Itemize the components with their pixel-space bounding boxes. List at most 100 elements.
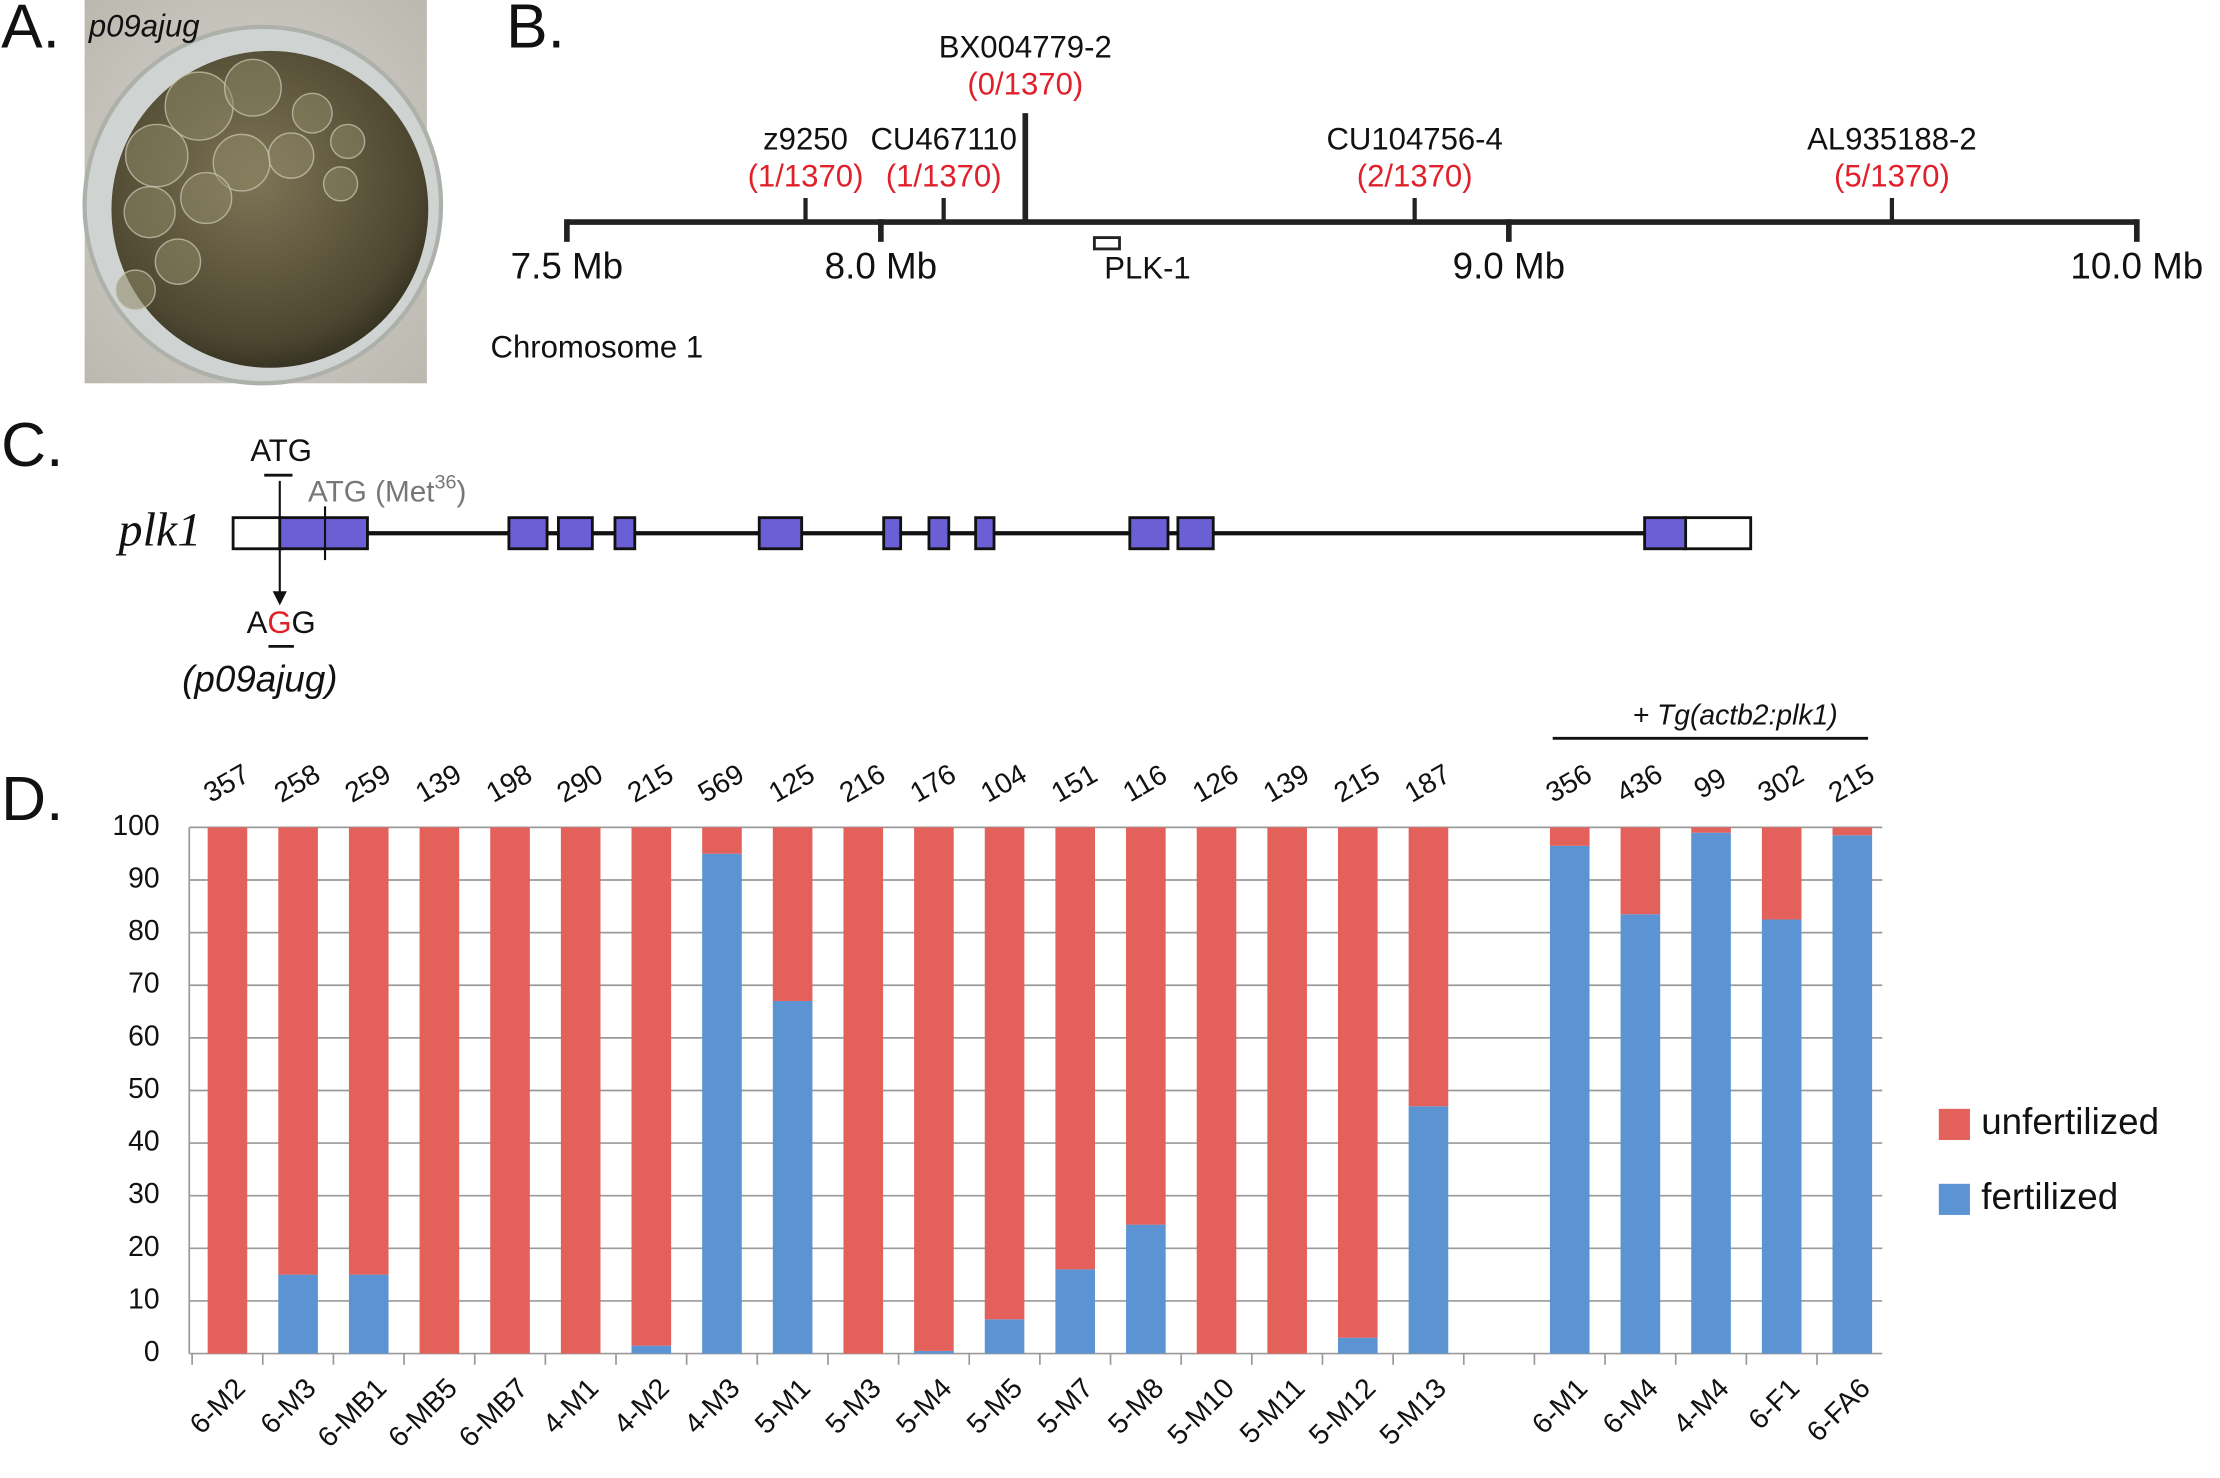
axis-tick-label: 7.5 Mb <box>511 245 623 286</box>
axis-tick-label: 10.0 Mb <box>2070 245 2203 286</box>
y-tick-label: 70 <box>128 967 159 999</box>
sample-size: 259 <box>339 757 396 808</box>
gene-label: PLK-1 <box>1104 250 1190 285</box>
sample-size: 357 <box>198 757 255 808</box>
sample-size: 302 <box>1752 757 1809 808</box>
y-tick-label: 30 <box>128 1177 159 1209</box>
bar-segment <box>1620 827 1661 915</box>
bar-segment <box>984 827 1025 1320</box>
bar-segment <box>1126 1224 1166 1354</box>
y-tick-label: 100 <box>112 809 159 841</box>
sample-size: 258 <box>268 757 325 808</box>
x-tick-label: 6-M1 <box>1525 1372 1593 1440</box>
x-tick-label: 5-M4 <box>889 1372 957 1440</box>
sample-size: 139 <box>1257 757 1314 808</box>
gene-model: plk1 ATG ATG (Met36) AGG (p09ajug) <box>116 433 1753 699</box>
sample-size: 126 <box>1187 757 1244 808</box>
legend-label: fertilized <box>1981 1176 2118 1217</box>
x-tick-label: 4-M2 <box>607 1372 675 1440</box>
bar-segment <box>914 827 954 1351</box>
photo: p09ajug <box>82 0 444 386</box>
marker-count: (2/1370) <box>1357 158 1473 193</box>
panel-label: B. <box>506 0 565 62</box>
sample-size: 215 <box>1328 757 1385 808</box>
marker-count: (5/1370) <box>1834 158 1950 193</box>
bar-segment <box>1832 827 1873 836</box>
x-tick-label: 5-M8 <box>1101 1372 1169 1440</box>
x-tick-label: 4-M3 <box>677 1372 745 1440</box>
cells <box>115 58 366 311</box>
alt-start-close: ) <box>457 475 467 508</box>
bar-segment <box>348 1274 389 1354</box>
bar-segment <box>490 827 530 1354</box>
x-tick-label: 6-FA6 <box>1800 1372 1876 1448</box>
gene-box <box>1092 236 1121 251</box>
y-tick-label: 50 <box>128 1072 159 1104</box>
y-tick-label: 80 <box>128 914 159 946</box>
bar-segment <box>984 1319 1025 1354</box>
sample-size: 176 <box>904 757 961 808</box>
bar-segment <box>772 1001 813 1354</box>
bar-segment <box>278 1274 318 1354</box>
exons <box>278 516 1688 551</box>
legend-swatch <box>1938 1183 1970 1215</box>
sample-size: 198 <box>480 757 537 808</box>
axis-tick-label: 9.0 Mb <box>1453 245 1565 286</box>
x-tick-label: 5-M11 <box>1233 1372 1311 1450</box>
panel-label: A. <box>1 0 60 62</box>
bar-segment <box>1761 827 1802 920</box>
x-tick-label: 6-MB1 <box>311 1372 393 1454</box>
arrow-head <box>272 591 287 606</box>
sample-size: 187 <box>1399 757 1456 808</box>
sample-size: 151 <box>1046 757 1103 808</box>
bar-segment <box>1832 835 1873 1354</box>
x-tick-label: 6-MB5 <box>382 1372 464 1454</box>
alt-start: ATG (Met36) <box>308 472 466 509</box>
bar-segment <box>560 827 601 1354</box>
mutated-base: G <box>267 605 291 640</box>
gene-name: plk1 <box>116 504 202 557</box>
chromosome-label: Chromosome 1 <box>491 330 704 365</box>
marker-count: (1/1370) <box>748 158 864 193</box>
sample-size: 290 <box>551 757 608 808</box>
y-tick-label: 0 <box>144 1335 160 1367</box>
utr <box>231 516 283 551</box>
bar-segment <box>1196 827 1237 1354</box>
start-codon: ATG <box>250 433 312 468</box>
axis-tick-label: 8.0 Mb <box>825 245 937 286</box>
marker-count: (1/1370) <box>886 158 1002 193</box>
bar-segment <box>1126 827 1166 1225</box>
x-tick-label: 5-M13 <box>1373 1372 1452 1451</box>
bar-segment <box>1408 1106 1449 1354</box>
bar-segment <box>1055 1269 1096 1354</box>
utr <box>1682 516 1753 551</box>
bar-segment <box>772 827 813 1002</box>
base: G <box>292 605 316 640</box>
sample-size: 436 <box>1611 757 1668 808</box>
y-tick-label: 40 <box>128 1125 159 1157</box>
x-tick-label: 6-F1 <box>1742 1372 1806 1436</box>
marker-name: z9250 <box>763 122 848 157</box>
legend-label: unfertilized <box>1981 1101 2159 1142</box>
x-tick-label: 6-MB7 <box>452 1372 534 1454</box>
bar-chart: 01020304050607080901006-M23576-M32586-MB… <box>112 699 2159 1454</box>
sample-size: 215 <box>1823 757 1880 808</box>
bar-segment <box>1267 827 1307 1354</box>
bar-segment <box>1549 827 1590 846</box>
panel-label: D. <box>1 765 63 834</box>
bar-segment <box>1055 827 1096 1270</box>
sample-size: 216 <box>834 757 891 808</box>
annotation: + Tg(actb2:plk1) <box>1633 699 1838 731</box>
bar-segment <box>207 827 248 1354</box>
allele: (p09ajug) <box>182 658 337 699</box>
sample-size: 139 <box>410 757 467 808</box>
alt-start-sup: 36 <box>435 472 457 494</box>
bar-segment <box>843 827 884 1354</box>
bar-segment <box>1761 919 1802 1354</box>
bar-segment <box>419 827 460 1354</box>
y-tick-label: 90 <box>128 861 159 893</box>
bar-segment <box>1620 914 1661 1354</box>
sample-size: 569 <box>692 757 749 808</box>
marker-name: CU104756-4 <box>1326 122 1502 157</box>
